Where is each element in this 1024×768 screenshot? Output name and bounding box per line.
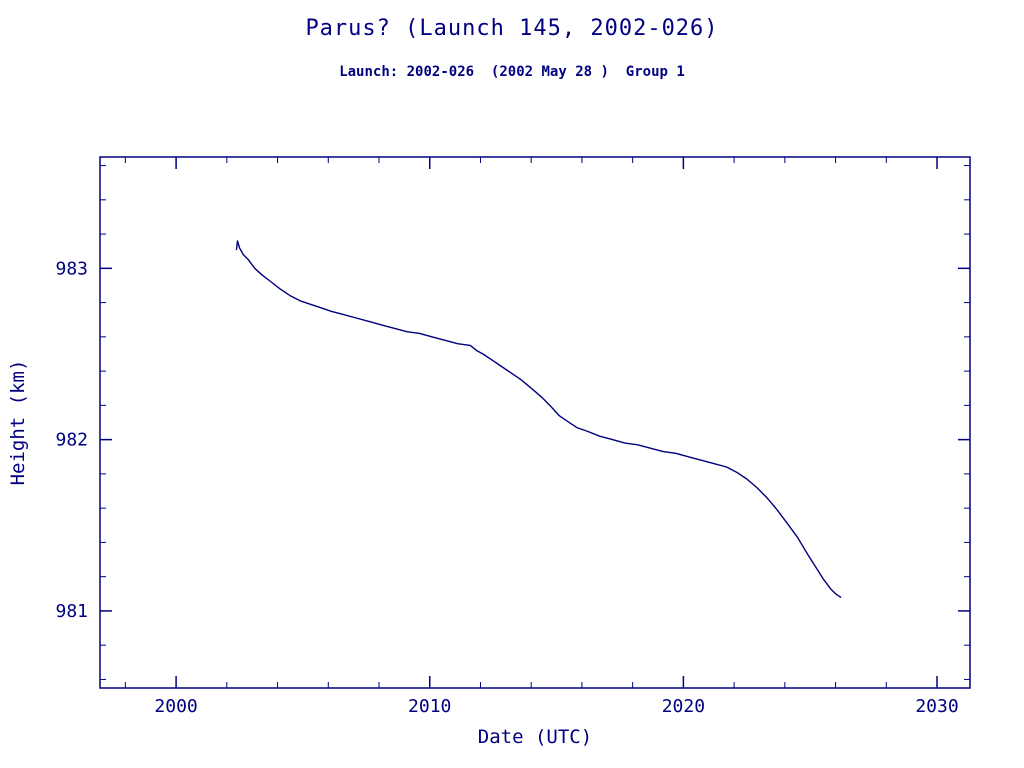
chart-title: Parus? (Launch 145, 2002-026)	[305, 16, 719, 41]
x-tick-label: 2000	[154, 696, 197, 717]
plot-frame	[99, 156, 971, 689]
y-tick-label: 982	[55, 430, 88, 451]
y-tick-label: 981	[55, 601, 88, 622]
x-tick-label: 2030	[915, 696, 958, 717]
x-tick-label: 2020	[662, 696, 705, 717]
x-axis-label: Date (UTC)	[478, 726, 592, 748]
height-series-line	[235, 240, 842, 598]
y-tick-label: 983	[55, 258, 88, 279]
y-axis-label: Height (km)	[7, 360, 29, 486]
x-tick-label: 2010	[408, 696, 451, 717]
chart-subtitle: Launch: 2002-026 (2002 May 28 ) Group 1	[339, 64, 685, 80]
